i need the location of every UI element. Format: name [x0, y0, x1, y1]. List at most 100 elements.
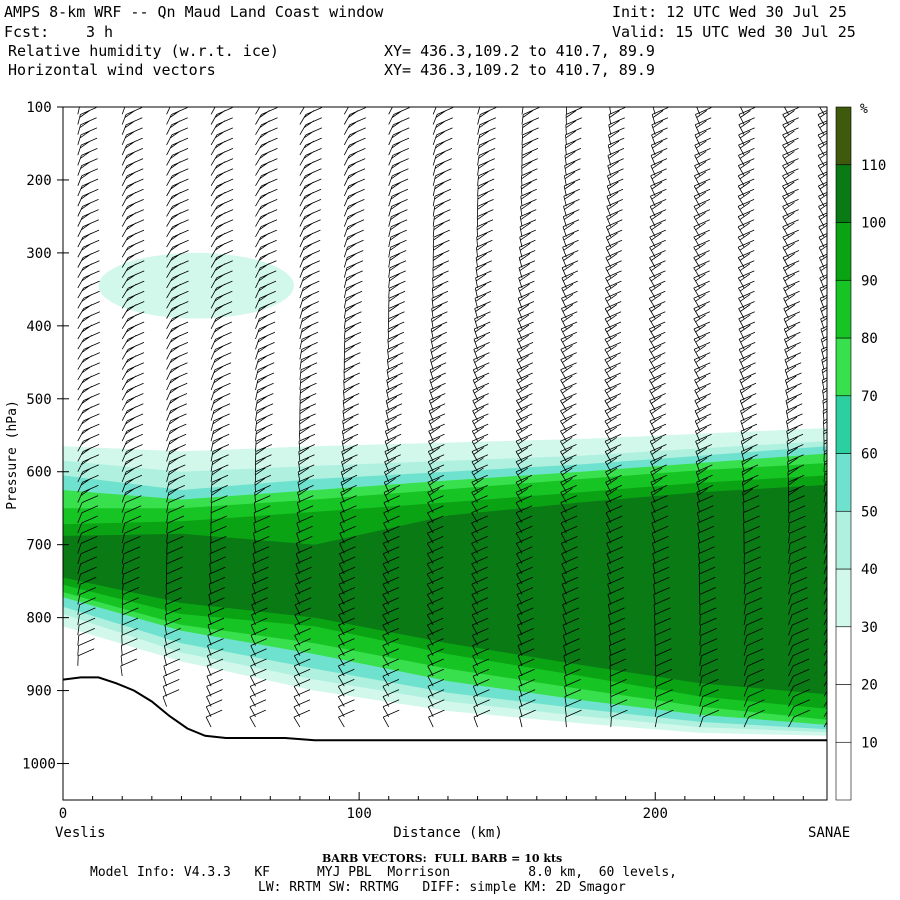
wind-barb [817, 140, 827, 156]
wind-barb [166, 362, 188, 380]
wind-barb [560, 403, 577, 421]
wind-barb [121, 485, 142, 503]
wind-barb [77, 372, 100, 391]
wind-barb [388, 137, 410, 156]
wind-barb [77, 188, 99, 207]
wind-barb [166, 342, 189, 360]
wind-barb [737, 250, 755, 268]
wind-barb [817, 110, 827, 125]
wind-barb [476, 209, 494, 227]
wind-barb [343, 107, 350, 115]
wind-barb [166, 444, 186, 462]
wind-barb [471, 423, 489, 442]
wind-barb [648, 362, 666, 381]
wind-barb [343, 382, 360, 401]
wind-barb [166, 301, 189, 319]
wind-barb [823, 574, 827, 585]
wind-barb [608, 607, 625, 625]
wind-barb [560, 362, 577, 381]
wind-barb [564, 679, 581, 697]
wind-barb [253, 505, 271, 523]
wind-barb [649, 372, 666, 391]
wind-barb [343, 137, 366, 156]
wind-barb [652, 107, 656, 115]
wind-barb [299, 301, 319, 319]
colorbar-swatch [835, 453, 852, 512]
wind-barb [430, 342, 447, 360]
wind-barb [343, 107, 367, 125]
wind-barb [515, 403, 533, 421]
wind-barb [299, 148, 322, 166]
wind-barb [699, 628, 717, 646]
wind-barb [519, 699, 536, 717]
wind-barb [77, 209, 99, 227]
wind-barb [650, 137, 668, 156]
wind-barb [77, 464, 99, 483]
wind-barb [561, 290, 578, 309]
wind-barb [606, 536, 623, 554]
wind-barb [388, 311, 405, 329]
wind-barb [563, 648, 580, 666]
wind-barb [651, 525, 669, 544]
wind-barb [121, 546, 141, 564]
wind-barb [207, 638, 224, 656]
wind-barb [699, 648, 718, 666]
wind-barb [610, 699, 628, 717]
wind-barb [210, 485, 228, 503]
wind-barb [77, 290, 100, 309]
wind-barb [430, 352, 447, 370]
wind-barb [695, 433, 712, 452]
wind-barb [210, 107, 217, 115]
wind-barb [432, 117, 453, 135]
wind-barb [121, 454, 143, 472]
wind-barb [693, 239, 710, 258]
wind-barb [566, 107, 568, 115]
wind-barb [388, 219, 408, 237]
wind-barb [255, 137, 278, 156]
wind-barb [560, 372, 577, 391]
wind-barb [77, 127, 98, 146]
wind-barb [607, 566, 624, 585]
wind-barb [817, 130, 827, 146]
y-tick-label: 300 [26, 246, 51, 262]
wind-barb [565, 107, 583, 125]
wind-barb [77, 321, 100, 340]
wind-barb [255, 454, 272, 472]
wind-barb [741, 464, 759, 482]
wind-barb [388, 270, 406, 288]
wind-barb [299, 260, 320, 278]
wind-barb [649, 393, 666, 411]
wind-barb [121, 188, 144, 207]
wind-barb [652, 566, 670, 585]
wind-barb [343, 352, 361, 370]
wind-barb [166, 219, 189, 238]
wind-barb [649, 413, 667, 432]
wind-barb [255, 290, 276, 309]
wind-barb [743, 658, 764, 677]
wind-barb [77, 331, 100, 350]
wind-barb [563, 658, 581, 677]
wind-barb [604, 331, 622, 350]
wind-barb [343, 178, 365, 197]
wind-barb [742, 505, 760, 523]
wind-barb [255, 433, 273, 452]
wind-barb [473, 689, 490, 707]
wind-barb [210, 505, 228, 523]
wind-barb [432, 209, 451, 227]
wind-barb [209, 536, 227, 554]
wind-barb [77, 638, 95, 656]
wind-barb [521, 117, 540, 135]
wind-barb [477, 178, 495, 197]
wind-barb [782, 148, 799, 166]
colorbar-tick-label: 70 [861, 389, 878, 405]
wind-barb [818, 192, 827, 207]
wind-barb [255, 393, 274, 411]
wind-barb [121, 403, 144, 421]
wind-barb [788, 546, 807, 564]
wind-barb [743, 597, 762, 615]
wind-barb [341, 423, 359, 442]
wind-barb [516, 393, 533, 411]
wind-barb [163, 658, 180, 677]
wind-barb [166, 495, 185, 513]
wind-barb [697, 505, 714, 523]
